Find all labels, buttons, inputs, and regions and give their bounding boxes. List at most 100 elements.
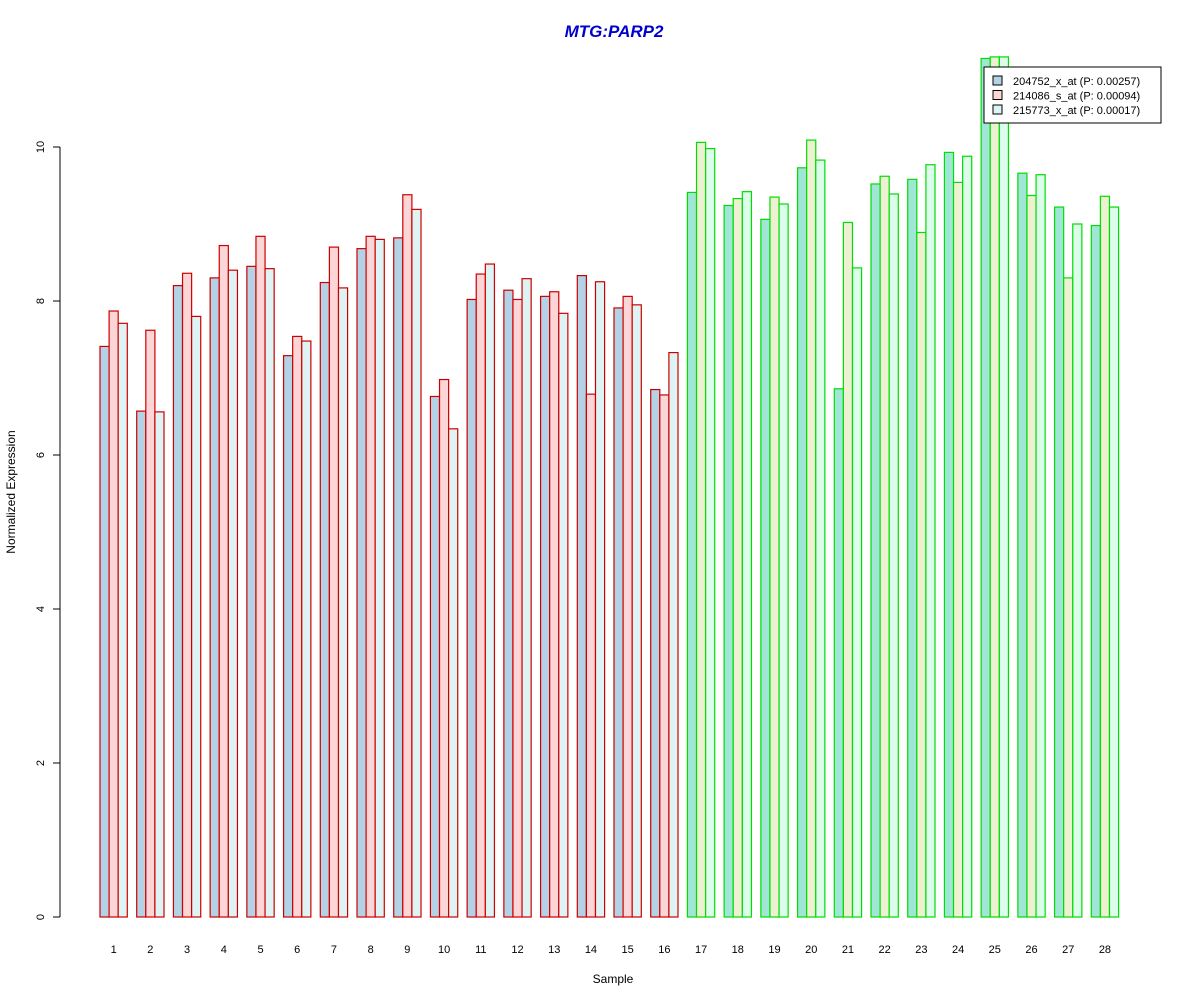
bar-sample-19-series-2 bbox=[769, 196, 780, 918]
bar-sample-4-series-1 bbox=[209, 277, 220, 918]
x-tick-label: 7 bbox=[331, 944, 337, 956]
bar-sample-12-series-1 bbox=[503, 289, 514, 918]
bars-group bbox=[99, 56, 1120, 918]
bar-sample-1-series-3 bbox=[117, 322, 128, 918]
bar-sample-2-series-3 bbox=[154, 411, 165, 918]
bar-sample-11-series-1 bbox=[466, 298, 477, 918]
legend-label: 215773_x_at (P: 0.00017) bbox=[1013, 105, 1140, 117]
x-tick-label: 18 bbox=[732, 944, 744, 956]
x-axis-label: Sample bbox=[593, 972, 634, 986]
bar-sample-25-series-1 bbox=[980, 57, 991, 918]
legend-label: 214086_s_at (P: 0.00094) bbox=[1013, 91, 1140, 103]
y-tick-label: 2 bbox=[35, 760, 47, 766]
bar-sample-17-series-1 bbox=[686, 191, 698, 918]
bar-sample-3-series-3 bbox=[191, 315, 202, 918]
x-tick-label: 23 bbox=[915, 944, 927, 956]
bar-sample-18-series-2 bbox=[732, 197, 743, 918]
bar-sample-7-series-3 bbox=[337, 287, 349, 918]
x-tick-label: 19 bbox=[768, 944, 780, 956]
x-tick-label: 22 bbox=[879, 944, 891, 956]
bar-sample-11-series-2 bbox=[475, 273, 486, 918]
x-tick-label: 14 bbox=[585, 944, 597, 956]
bar-sample-15-series-3 bbox=[631, 304, 642, 918]
bar-sample-27-series-1 bbox=[1053, 206, 1065, 918]
bar-sample-15-series-2 bbox=[622, 295, 633, 918]
bar-sample-24-series-3 bbox=[962, 155, 973, 918]
bar-sample-25-series-2 bbox=[989, 56, 1000, 918]
x-tick-label: 6 bbox=[294, 944, 300, 956]
legend-swatch bbox=[992, 90, 1003, 100]
bar-sample-13-series-2 bbox=[549, 291, 560, 918]
x-tick-label: 11 bbox=[475, 944, 486, 956]
bar-sample-26-series-1 bbox=[1017, 172, 1028, 918]
bar-sample-6-series-3 bbox=[301, 340, 312, 918]
x-tick-label: 2 bbox=[147, 944, 153, 956]
x-tick-label: 9 bbox=[404, 944, 410, 956]
bar-sample-16-series-1 bbox=[650, 388, 661, 918]
bar-sample-5-series-1 bbox=[246, 265, 257, 918]
bar-sample-6-series-2 bbox=[292, 335, 303, 918]
bar-sample-16-series-2 bbox=[659, 394, 670, 918]
x-axis: 1 2 3 4 5 6 7 8 9 10 11 12 13 14 15 16 17 18 19 20 21 22 23 24 2… bbox=[111, 944, 1111, 956]
bar-sample-28-series-3 bbox=[1108, 206, 1120, 918]
bar-sample-16-series-3 bbox=[668, 351, 679, 918]
x-tick-label: 24 bbox=[952, 944, 964, 956]
bar-sample-7-series-1 bbox=[319, 281, 330, 918]
bar-sample-13-series-3 bbox=[558, 312, 569, 918]
bar-sample-8-series-1 bbox=[356, 248, 367, 918]
x-tick-label: 4 bbox=[221, 944, 227, 956]
bar-sample-9-series-3 bbox=[411, 208, 422, 918]
bar-sample-21-series-3 bbox=[851, 267, 863, 918]
bar-sample-4-series-3 bbox=[227, 269, 239, 918]
y-axis-label: Normalized Expression bbox=[4, 430, 18, 553]
bar-sample-25-series-3 bbox=[998, 56, 1010, 918]
bar-sample-4-series-2 bbox=[218, 244, 229, 918]
bar-sample-5-series-3 bbox=[264, 268, 275, 918]
y-tick-label: 6 bbox=[35, 452, 47, 458]
bar-sample-20-series-1 bbox=[796, 167, 808, 918]
bar-sample-21-series-1 bbox=[833, 388, 844, 918]
bar-sample-26-series-2 bbox=[1026, 194, 1037, 918]
bar-sample-10-series-2 bbox=[438, 378, 450, 918]
bar-sample-22-series-3 bbox=[888, 193, 899, 918]
bar-sample-18-series-1 bbox=[723, 204, 734, 918]
bar-sample-20-series-3 bbox=[815, 159, 826, 918]
bar-sample-28-series-1 bbox=[1090, 224, 1101, 918]
bar-sample-17-series-2 bbox=[695, 141, 707, 918]
bar-sample-27-series-3 bbox=[1072, 223, 1083, 918]
x-tick-label: 17 bbox=[695, 944, 707, 956]
x-tick-label: 13 bbox=[548, 944, 560, 956]
bar-sample-20-series-2 bbox=[806, 139, 817, 918]
x-tick-label: 16 bbox=[658, 944, 670, 956]
legend: 204752_x_at (P: 0.00257) 214086_s_at (P: … bbox=[983, 66, 1162, 124]
x-tick-label: 25 bbox=[989, 944, 1001, 956]
bar-sample-27-series-2 bbox=[1063, 277, 1074, 918]
bar-sample-24-series-2 bbox=[952, 181, 964, 918]
bar-sample-23-series-3 bbox=[925, 164, 936, 918]
bar-sample-13-series-1 bbox=[539, 295, 551, 918]
bar-sample-1-series-2 bbox=[108, 310, 119, 918]
y-tick-label: 10 bbox=[35, 141, 47, 153]
x-tick-label: 28 bbox=[1099, 944, 1111, 956]
bar-sample-2-series-1 bbox=[136, 410, 147, 918]
bar-sample-18-series-3 bbox=[741, 191, 753, 918]
x-tick-label: 5 bbox=[257, 944, 263, 956]
bar-sample-14-series-3 bbox=[594, 281, 606, 918]
x-tick-label: 3 bbox=[184, 944, 190, 956]
bar-sample-10-series-1 bbox=[429, 395, 441, 918]
bar-sample-23-series-1 bbox=[907, 178, 918, 918]
bar-sample-24-series-1 bbox=[943, 151, 955, 918]
bar-sample-1-series-1 bbox=[99, 345, 110, 918]
bar-sample-19-series-1 bbox=[760, 218, 771, 918]
bar-sample-10-series-3 bbox=[448, 428, 459, 918]
bar-sample-5-series-2 bbox=[255, 235, 266, 918]
chart-title: MTG:PARP2 bbox=[565, 22, 664, 41]
x-tick-label: 27 bbox=[1062, 944, 1074, 956]
legend-label: 204752_x_at (P: 0.00257) bbox=[1013, 76, 1140, 88]
x-tick-label: 10 bbox=[438, 944, 450, 956]
bar-sample-9-series-1 bbox=[393, 237, 404, 918]
bar-sample-22-series-2 bbox=[879, 175, 890, 918]
bar-sample-14-series-1 bbox=[576, 274, 587, 918]
legend-box bbox=[983, 66, 1162, 124]
